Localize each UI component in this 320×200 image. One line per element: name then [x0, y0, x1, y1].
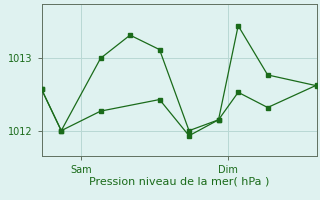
X-axis label: Pression niveau de la mer( hPa ): Pression niveau de la mer( hPa ) — [89, 176, 269, 186]
